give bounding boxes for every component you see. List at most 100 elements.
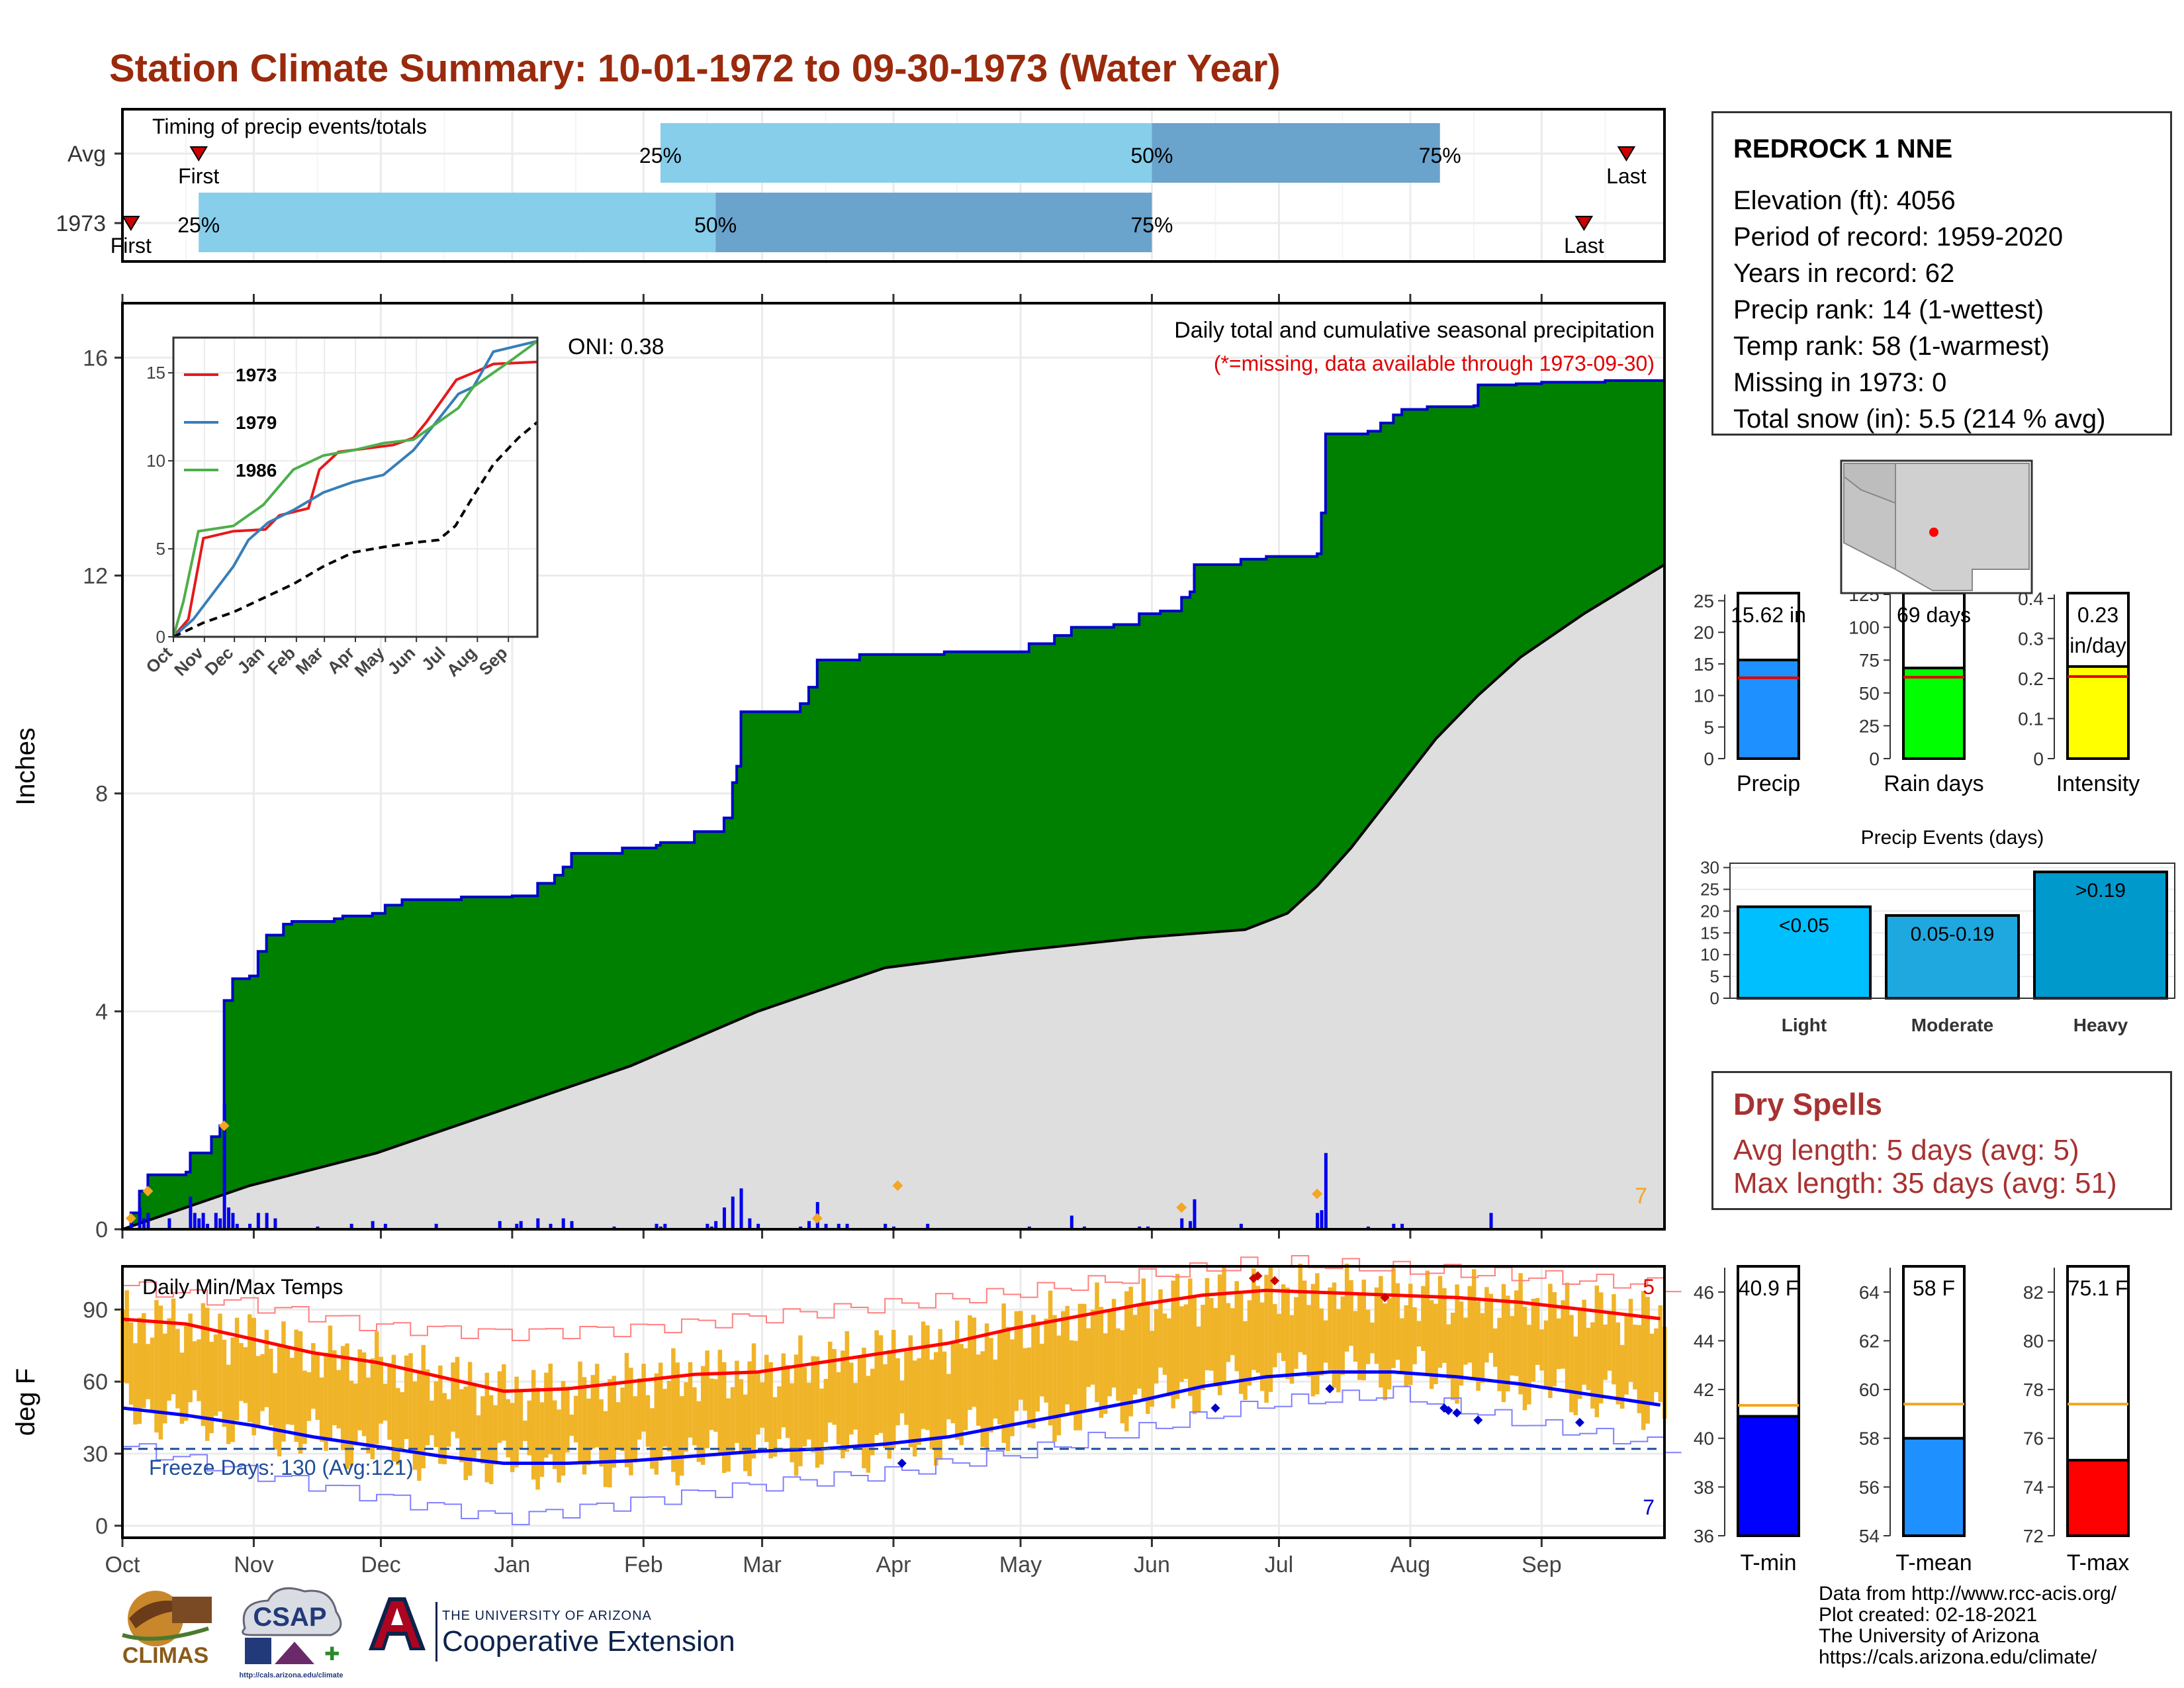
precip-daily-bar: [129, 1218, 133, 1229]
temps-daily-bar: [675, 1362, 680, 1485]
timing-bar-25-50: [660, 123, 1152, 183]
temps-daily-bar: [1573, 1336, 1578, 1415]
inset-legend-label: 1979: [236, 412, 277, 433]
timing-row-label: Avg: [68, 142, 106, 167]
precip-panel-border: [121, 302, 1666, 1231]
temps-daily-bar: [1285, 1288, 1290, 1380]
precip-daily-bar: [570, 1221, 574, 1229]
temps-ytick-label: 90: [83, 1297, 108, 1323]
temps-daily-bar: [938, 1329, 942, 1460]
temps-daily-bar: [349, 1380, 354, 1466]
temps-daily-bar: [1450, 1313, 1455, 1401]
temps-title: Daily Min/Max Temps: [142, 1275, 343, 1299]
events-title: Precip Events (days): [1861, 827, 2044, 849]
events-bar: [1885, 914, 2020, 1000]
temps-daily-bar: [1582, 1299, 1586, 1385]
temps-daily-bar: [781, 1353, 786, 1428]
temps-daily-bar: [345, 1343, 349, 1470]
temps-daily-bar: [1107, 1311, 1112, 1397]
inset-chart: OctNovDecJanFebMarAprMayJunJulAugSep0510…: [142, 336, 539, 680]
temps-daily-bar: [1150, 1331, 1154, 1407]
events-ytick-label: 15: [1700, 923, 1719, 943]
temps-daily-bar: [535, 1387, 540, 1490]
temps-daily-bar: [1637, 1325, 1642, 1413]
temps-daily-bar: [451, 1362, 455, 1432]
precip-daily-bar: [722, 1207, 726, 1229]
temps-xtick-label: Apr: [876, 1552, 911, 1577]
temps-daily-bar: [1213, 1307, 1218, 1387]
temps-daily-bar: [1001, 1303, 1006, 1443]
temps-max-marker: [1270, 1276, 1280, 1286]
temps-daily-bar: [950, 1343, 956, 1424]
temps-daily-bar: [408, 1353, 413, 1448]
tmin-ytick-label: 40: [1694, 1429, 1714, 1449]
temps-daily-bar: [1069, 1340, 1074, 1415]
precip_total-ytick-label: 20: [1694, 622, 1714, 643]
inset-ytick-label: 10: [146, 451, 165, 471]
temps-daily-bar: [883, 1364, 887, 1448]
temps-daily-bar: [1052, 1315, 1057, 1442]
temps-daily-bar: [510, 1403, 515, 1472]
precip-legend-note: (*=missing, data available through 1973-…: [1214, 352, 1655, 375]
temps-daily-bar: [1569, 1315, 1574, 1413]
events-bar-label: >0.19: [2075, 880, 2126, 902]
precip-ytick-label: 0: [95, 1217, 108, 1243]
temps-daily-bar: [438, 1365, 443, 1464]
temps-daily-bar: [972, 1317, 977, 1407]
tmin-ytick-label: 42: [1694, 1380, 1714, 1400]
climas-logo-text: CLIMAS: [122, 1643, 208, 1668]
precip-daily-bar: [705, 1223, 709, 1229]
temps-daily-bar: [1230, 1308, 1235, 1356]
temps-daily-bar: [1281, 1284, 1286, 1362]
temps-daily-bar: [1510, 1316, 1515, 1376]
temps-daily-bar: [480, 1396, 485, 1464]
temps-daily-bar: [1183, 1304, 1189, 1380]
intensity-ytick-label: 0: [2033, 749, 2044, 769]
temps-daily-bar: [590, 1375, 596, 1449]
temps-daily-bar: [815, 1356, 820, 1468]
temps-daily-bar: [1459, 1301, 1464, 1385]
timing-title: Timing of precip events/totals: [152, 115, 427, 138]
temps-daily-bar: [1302, 1280, 1307, 1355]
temps-daily-bar: [857, 1355, 862, 1446]
inset-ytick-label: 15: [146, 363, 165, 383]
temps-daily-bar: [205, 1307, 210, 1441]
precip-daily-bar: [235, 1223, 239, 1229]
precip-daily-bar: [201, 1213, 205, 1229]
temps-daily-bar: [1391, 1268, 1396, 1368]
temps-daily-bar: [1226, 1303, 1231, 1362]
temps-daily-bar: [870, 1368, 875, 1456]
precip-daily-bar: [193, 1213, 197, 1229]
temps-daily-bar: [1234, 1281, 1239, 1372]
csap-url-text: http://cals.arizona.edu/climate: [239, 1671, 343, 1679]
temps-daily-bar: [514, 1376, 519, 1468]
precip-daily-bar: [655, 1223, 659, 1229]
temps-daily-bar: [1315, 1273, 1320, 1395]
precip-daily-bar: [1239, 1223, 1243, 1229]
temps-daily-bar: [188, 1313, 193, 1403]
temps-daily-bar: [785, 1365, 790, 1438]
temps-daily-bar: [1323, 1320, 1328, 1363]
temps-daily-bar: [772, 1397, 778, 1457]
dry-spells-max: Max length: 35 days (avg: 51): [1733, 1167, 2117, 1199]
intensity-value-bar: [2066, 665, 2130, 760]
temps-daily-bar: [255, 1356, 261, 1429]
temps-xtick-label: Oct: [105, 1552, 140, 1577]
precip-daily-bar: [256, 1213, 260, 1229]
precip-daily-bar: [612, 1226, 616, 1229]
temps-daily-bar: [260, 1354, 265, 1411]
temps-daily-bar: [743, 1394, 748, 1472]
timing-bar-50-75: [1152, 123, 1440, 183]
temps-daily-bar: [561, 1381, 566, 1476]
temps-daily-bar: [1095, 1282, 1099, 1403]
precip-daily-bar: [731, 1196, 735, 1229]
temps-daily-bar: [1586, 1327, 1591, 1390]
temps-daily-bar: [128, 1322, 134, 1405]
tmax-ytick-label: 78: [2023, 1380, 2044, 1400]
temps-daily-bar: [230, 1337, 235, 1442]
temps-daily-bar: [802, 1367, 807, 1447]
temps-daily-bar: [171, 1298, 176, 1395]
station-precip-rank: Precip rank: 14 (1-wettest): [1733, 295, 2044, 324]
footer-url: https://cals.arizona.edu/climate/: [1819, 1646, 2097, 1668]
temps-daily-bar: [836, 1372, 841, 1445]
